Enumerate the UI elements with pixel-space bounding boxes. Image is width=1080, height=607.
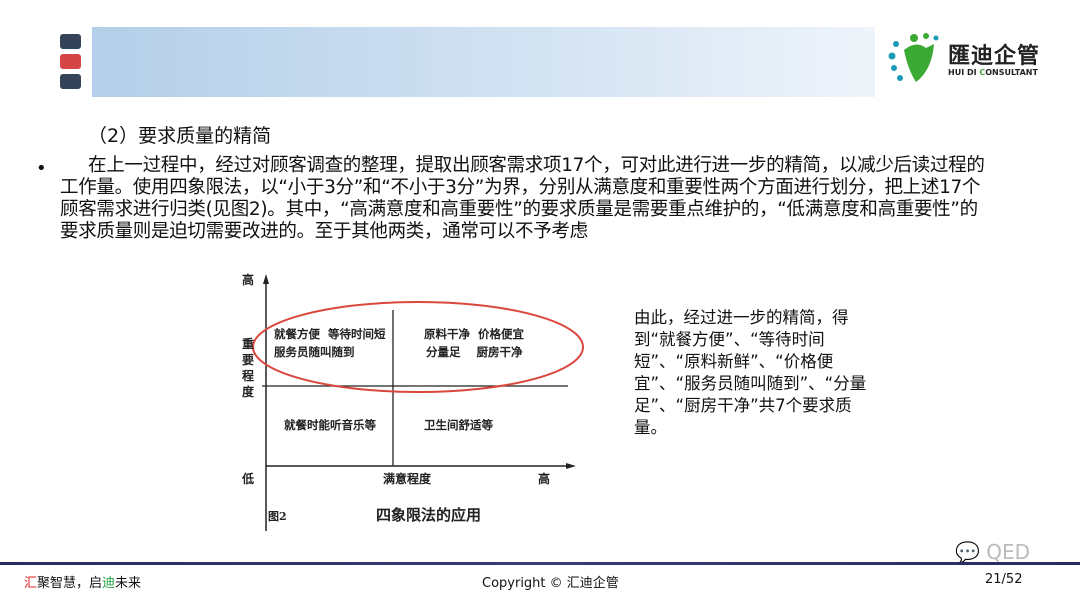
body-paragraph: 在上一过程中，经过对顾客调查的整理，提取出顾客需求项17个，可对此进行进一步的精…: [60, 155, 985, 242]
decor-square: [60, 54, 81, 69]
x-axis-label: 满意程度: [383, 471, 432, 486]
side-note: 由此，经过进一步的精简，得到“就餐方便”、“等待时间短”、“原料新鲜”、“价格便…: [634, 308, 867, 437]
quadrant-text: 原料干净 价格便宜: [424, 327, 525, 341]
quadrant-text: 卫生间舒适等: [424, 418, 493, 432]
quadrant-text: 就餐时能听音乐等: [284, 418, 376, 432]
x-arrow-icon: [566, 463, 576, 469]
y-high-label: 高: [242, 272, 254, 287]
quadrant-text: 分量足 厨房干净: [426, 345, 523, 359]
wechat-icon: 💬: [955, 540, 980, 564]
x-high-label: 高: [538, 471, 550, 486]
header-banner: [92, 27, 875, 97]
footer-copyright: Copyright © 汇迪企管: [482, 576, 619, 591]
y-axis-label: 度: [242, 384, 255, 399]
decor-square: [60, 34, 81, 49]
figure-number: 图2: [268, 510, 287, 523]
logo-icon: [888, 33, 939, 82]
decor-square: [60, 74, 81, 89]
section-title: （2）要求质量的精简: [88, 125, 272, 147]
bullet: •: [36, 158, 47, 179]
quadrant-text: 服务员随叫随到: [274, 345, 355, 359]
figure-caption: 四象限法的应用: [376, 506, 481, 524]
footer-divider: [0, 562, 1080, 565]
y-axis-label: 要: [242, 352, 254, 367]
origin-low-label: 低: [241, 471, 254, 486]
watermark: 💬 QED: [955, 540, 1031, 564]
highlight-ellipse: [252, 301, 584, 393]
quadrant-figure: 高 重 要 程 度 低 满意程度 高 就餐方便 等待时间短 服务员随叫随到 原料…: [238, 268, 593, 533]
y-axis-label: 重: [242, 336, 254, 351]
logo: 匯迪企管 HUI DI CONSULTANT: [886, 30, 1076, 90]
y-arrow-icon: [263, 274, 269, 284]
logo-subtext: HUI DI CONSULTANT: [948, 68, 1038, 77]
y-axis-label: 程: [242, 368, 254, 383]
quadrant-text: 就餐方便 等待时间短: [274, 327, 386, 341]
page-number: 21/52: [985, 572, 1023, 587]
footer-slogan: 汇聚智慧，启迪未来: [24, 576, 142, 591]
logo-text: 匯迪企管: [948, 43, 1041, 69]
